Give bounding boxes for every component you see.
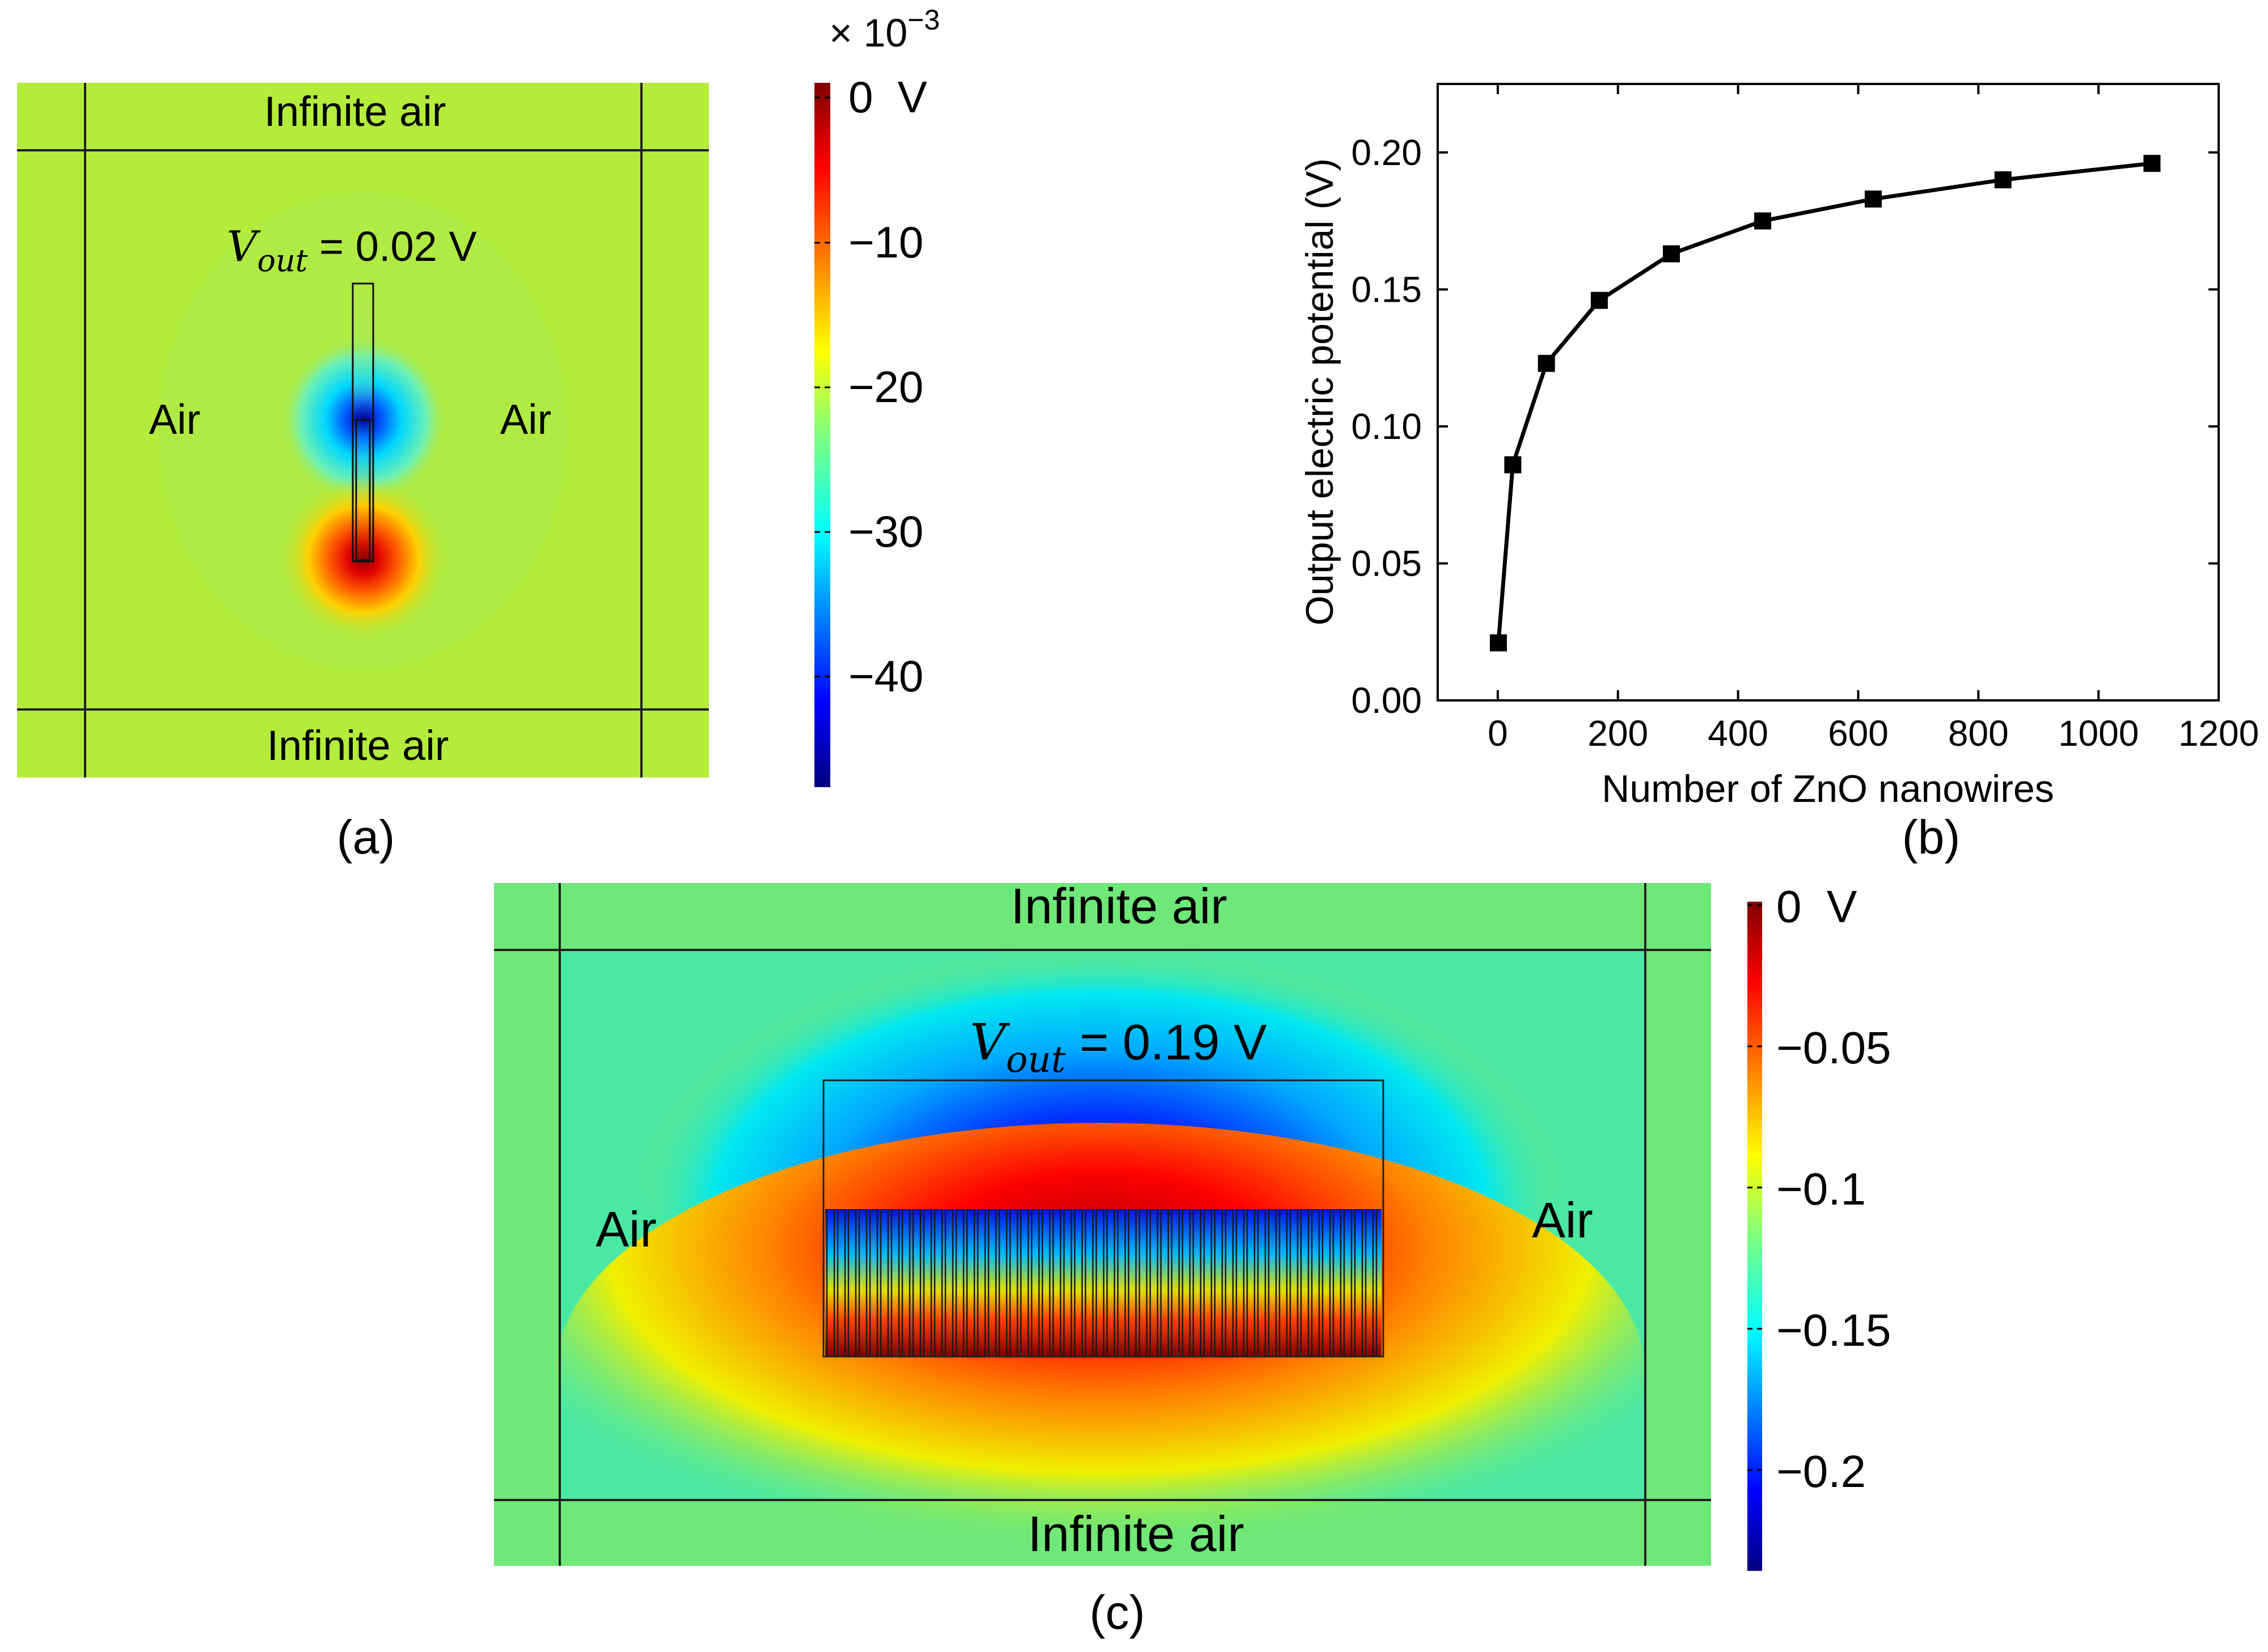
panel-c-top-region-label: Infinite air [1011,878,1227,934]
panel-c-left-region-label: Air [595,1201,657,1257]
panel-a-nanowire-inner [355,419,371,561]
panel-a-colorbar-tick-10: −10 [848,217,923,267]
chart-data-point [1489,634,1507,652]
panel-c-bottom-region-label: Infinite air [1028,1506,1244,1562]
panel-a-colorbar [814,83,830,787]
panel-b-label: (b) [1902,810,1961,864]
panel-a-bottom-region-label: Infinite air [267,722,449,769]
chart-y-tick-label: 0.05 [1351,543,1422,584]
chart-data-point [2143,155,2161,172]
panel-c-colorbar-tickmarks [1747,904,1762,1471]
panel-c-vout-label: Vout = 0.19 V [970,1013,1267,1081]
chart-x-tick-label: 1200 [2178,713,2259,754]
panel-c-label: (c) [1089,1586,1145,1639]
panel-c-nanowire-lines [825,1209,1382,1357]
chart-x-tick-label: 200 [1587,713,1648,754]
panel-a-colorbar-tick-40: −40 [848,651,923,701]
chart-y-tick-label: 0.15 [1351,269,1422,310]
panel-c-colorbar-tick-0: 0 V [1776,881,1857,932]
panel-a-label: (a) [337,810,395,864]
panel-c: Infinite air Infinite air Air Air Vout =… [494,868,1891,1639]
chart-data-point [1504,456,1522,474]
chart-data-point [1864,190,1882,208]
panel-c-colorbar-tick-015: −0.15 [1776,1305,1891,1355]
panel-c-colorbar-tick-02: −0.2 [1776,1446,1866,1497]
chart-x-ticks: 0 200 400 600 800 1000 1200 [1488,84,2259,754]
chart-x-tick-label: 1000 [2058,713,2139,754]
chart-data-point [1538,354,1555,372]
panel-a-colorbar-tick-0: 0 V [848,72,927,122]
panel-a-colorbar-tick-20: −20 [848,362,923,412]
panel-c-colorbar-tick-005: −0.05 [1776,1023,1891,1073]
panel-a-colorbar-tickmarks [814,96,830,678]
chart-y-tick-label: 0.10 [1351,406,1422,447]
chart-data-point [1994,171,2012,189]
chart-data-point [1663,245,1680,263]
panel-c-colorbar-tick-01: −0.1 [1776,1164,1866,1214]
panel-b-chart: 0 200 400 600 800 1000 1200 0.000.050.100.150.… [1298,83,2259,864]
panel-a-colorbar-tick-30: −30 [848,506,923,556]
chart-y-tick-label: 0.00 [1351,680,1422,721]
panel-c-colorbar [1747,902,1762,1571]
chart-x-tick-label: 400 [1708,713,1768,754]
panel-a: Infinite air Infinite air Air Air Vout =… [17,4,940,864]
chart-x-axis-label: Number of ZnO nanowires [1602,767,2054,810]
panel-c-right-region-label: Air [1532,1192,1593,1248]
panel-c-top-electrode-box [822,1079,1384,1358]
chart-data-point [1754,212,1772,230]
panel-a-right-region-label: Air [500,396,551,443]
chart-y-tick-label: 0.20 [1351,132,1422,173]
chart-y-ticks: 0.00 0.05 0.10 0.15 0.20 [1351,132,2219,721]
panel-a-left-region-label: Air [149,396,200,443]
chart-series-points [1489,155,2161,652]
chart-x-tick-label: 0 [1488,713,1508,754]
panel-a-colorbar-multiplier: × 10−3 [829,4,940,55]
panel-a-top-region-label: Infinite air [264,88,446,135]
chart-x-tick-label: 600 [1828,713,1889,754]
chart-x-tick-label: 800 [1948,713,2009,754]
chart-y-axis-label: Output electric potential (V) [1298,158,1341,626]
panel-a-vout-label: Vout = 0.02 V [227,222,477,278]
chart-data-point [1590,291,1608,309]
chart-plot-area [1437,83,2220,702]
